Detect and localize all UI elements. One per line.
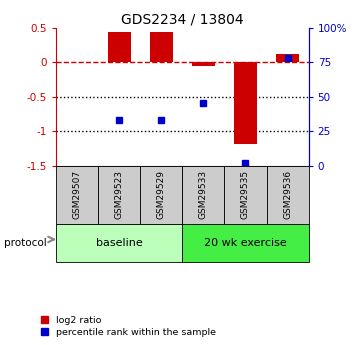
- Text: GSM29507: GSM29507: [73, 170, 82, 219]
- Bar: [56, 166, 98, 224]
- Bar: [234, 62, 257, 144]
- Bar: [98, 166, 140, 224]
- Text: GSM29523: GSM29523: [115, 170, 123, 219]
- Legend: log2 ratio, percentile rank within the sample: log2 ratio, percentile rank within the s…: [41, 316, 216, 337]
- Text: baseline: baseline: [96, 238, 143, 248]
- Title: GDS2234 / 13804: GDS2234 / 13804: [121, 12, 244, 27]
- Bar: [266, 166, 309, 224]
- Bar: [276, 54, 299, 62]
- Bar: [150, 32, 173, 62]
- Text: GSM29529: GSM29529: [157, 170, 166, 219]
- Text: 20 wk exercise: 20 wk exercise: [204, 238, 287, 248]
- Text: GSM29535: GSM29535: [241, 170, 250, 219]
- Text: GSM29533: GSM29533: [199, 170, 208, 219]
- Bar: [182, 224, 309, 262]
- Text: protocol: protocol: [4, 238, 46, 248]
- Text: GSM29536: GSM29536: [283, 170, 292, 219]
- Bar: [225, 166, 266, 224]
- Bar: [56, 224, 182, 262]
- Bar: [108, 32, 131, 62]
- Bar: [140, 166, 182, 224]
- Bar: [192, 62, 215, 66]
- Bar: [182, 166, 225, 224]
